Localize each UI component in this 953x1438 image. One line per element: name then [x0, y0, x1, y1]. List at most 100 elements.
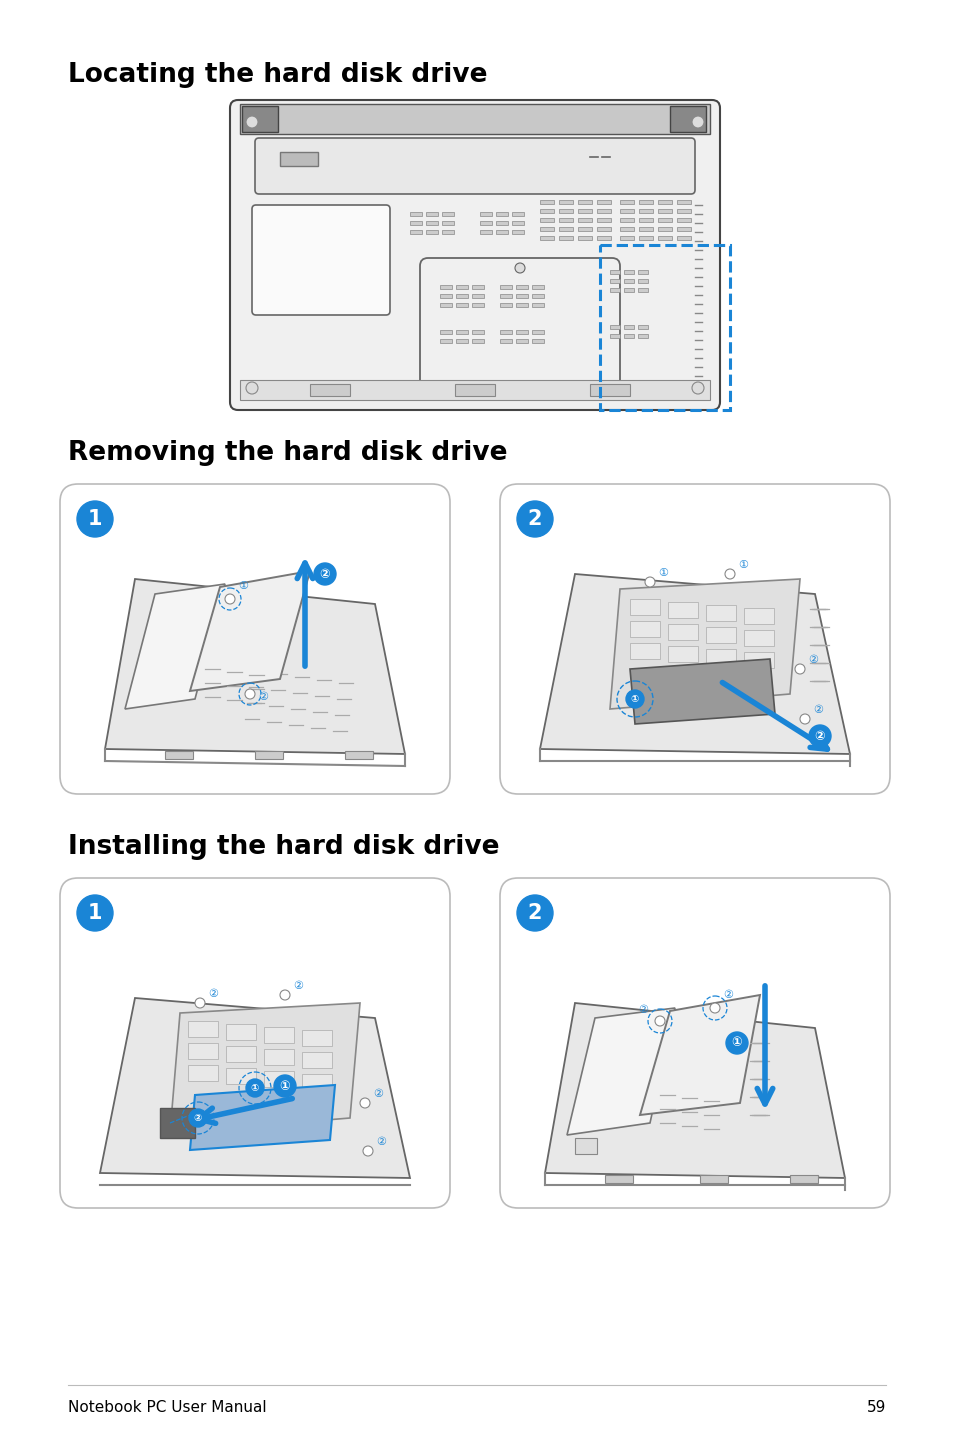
Bar: [623, 325, 634, 329]
Circle shape: [725, 1032, 747, 1054]
Bar: [597, 219, 610, 221]
Circle shape: [77, 894, 112, 930]
Bar: [558, 209, 573, 213]
Bar: [658, 219, 671, 221]
Text: ①: ①: [658, 568, 667, 578]
Bar: [532, 339, 543, 344]
Circle shape: [644, 577, 655, 587]
Text: ①: ①: [251, 1083, 259, 1093]
Bar: [677, 200, 690, 204]
Bar: [496, 211, 507, 216]
Bar: [677, 236, 690, 240]
Bar: [639, 200, 652, 204]
Bar: [597, 227, 610, 232]
Bar: [539, 209, 554, 213]
Circle shape: [359, 1099, 370, 1109]
Circle shape: [625, 690, 643, 707]
Bar: [667, 624, 698, 640]
Text: ①: ①: [237, 581, 248, 591]
Bar: [512, 230, 523, 234]
Bar: [575, 1137, 597, 1155]
Bar: [499, 285, 512, 289]
Polygon shape: [609, 580, 800, 709]
Bar: [619, 219, 634, 221]
Bar: [639, 219, 652, 221]
Polygon shape: [539, 574, 849, 754]
Bar: [455, 384, 495, 395]
Circle shape: [691, 383, 703, 394]
Text: 59: 59: [865, 1401, 885, 1415]
Bar: [512, 221, 523, 224]
Bar: [623, 279, 634, 283]
Bar: [532, 303, 543, 306]
Bar: [188, 1066, 218, 1081]
Polygon shape: [100, 998, 410, 1178]
Text: ②: ②: [814, 729, 824, 742]
Bar: [226, 1068, 255, 1084]
Bar: [345, 751, 373, 759]
Text: ②: ②: [638, 1005, 647, 1015]
Bar: [426, 221, 437, 224]
Circle shape: [225, 594, 234, 604]
Bar: [558, 200, 573, 204]
Bar: [439, 303, 452, 306]
Circle shape: [246, 383, 257, 394]
Bar: [456, 303, 468, 306]
Bar: [667, 603, 698, 618]
Bar: [280, 152, 317, 165]
Bar: [499, 329, 512, 334]
Circle shape: [655, 1017, 664, 1025]
Bar: [472, 339, 483, 344]
Text: ①: ①: [738, 559, 747, 569]
Bar: [516, 303, 527, 306]
Bar: [160, 1109, 194, 1137]
Bar: [639, 236, 652, 240]
Bar: [302, 1074, 332, 1090]
Bar: [426, 230, 437, 234]
Bar: [578, 236, 592, 240]
Bar: [439, 285, 452, 289]
Text: ②: ②: [193, 1113, 202, 1123]
Bar: [539, 227, 554, 232]
Bar: [456, 293, 468, 298]
Text: 2: 2: [527, 509, 541, 529]
Bar: [623, 270, 634, 275]
Polygon shape: [639, 995, 760, 1114]
Bar: [638, 270, 647, 275]
Bar: [743, 608, 773, 624]
Bar: [516, 293, 527, 298]
Bar: [264, 1071, 294, 1087]
Circle shape: [800, 715, 809, 723]
FancyBboxPatch shape: [252, 206, 390, 315]
Bar: [638, 325, 647, 329]
Circle shape: [709, 1002, 720, 1012]
FancyBboxPatch shape: [230, 101, 720, 410]
Bar: [472, 303, 483, 306]
Bar: [604, 1175, 633, 1183]
FancyBboxPatch shape: [60, 485, 450, 794]
Bar: [558, 236, 573, 240]
Circle shape: [691, 116, 703, 128]
Polygon shape: [190, 1086, 335, 1150]
Text: ②: ②: [722, 989, 732, 999]
Bar: [619, 200, 634, 204]
Bar: [479, 221, 492, 224]
Bar: [623, 334, 634, 338]
Bar: [669, 106, 705, 132]
Bar: [705, 649, 735, 664]
Circle shape: [274, 1076, 295, 1097]
Bar: [638, 288, 647, 292]
Bar: [700, 1175, 727, 1183]
Bar: [609, 288, 619, 292]
Polygon shape: [190, 571, 310, 692]
Text: ②: ②: [293, 981, 303, 991]
Bar: [310, 384, 350, 395]
Bar: [558, 219, 573, 221]
Circle shape: [363, 1146, 373, 1156]
Bar: [496, 230, 507, 234]
Bar: [264, 1048, 294, 1066]
Bar: [597, 200, 610, 204]
Bar: [639, 209, 652, 213]
Bar: [743, 630, 773, 646]
Bar: [472, 285, 483, 289]
